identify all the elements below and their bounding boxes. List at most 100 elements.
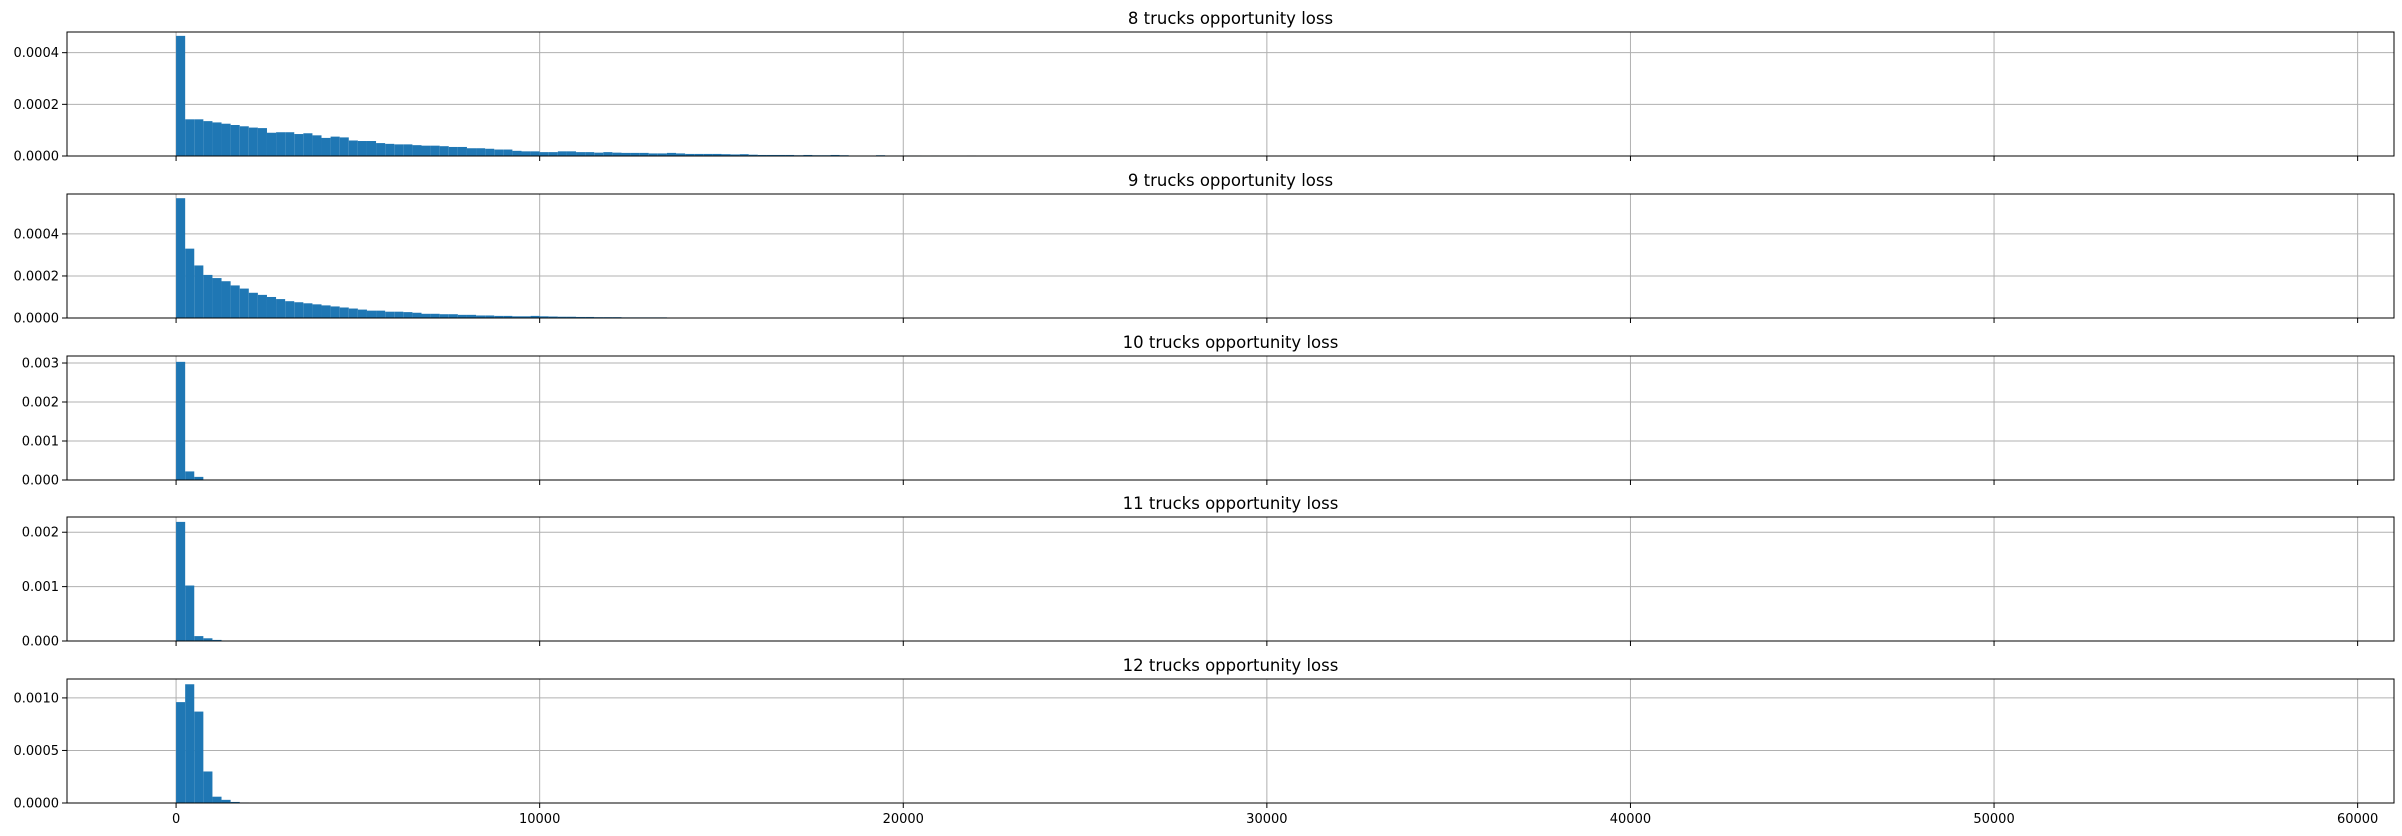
histogram-bar [248,292,258,318]
histogram-bar [357,141,367,156]
histogram-bar [366,310,377,318]
histogram-bar [476,315,486,318]
histogram-bar [412,145,422,156]
histogram-bar [257,294,267,318]
histogram-bar [221,123,231,156]
histogram-bar [566,151,577,156]
histogram-bar [276,299,286,318]
axes-frame [66,678,2395,804]
y-tick-label: 0.002 [22,396,59,411]
histogram-bar [457,314,467,318]
histogram-bar [666,152,677,156]
subplot-2: 0.0000 0.0002 0.0004 9 trucks opportunity l… [14,171,2395,327]
subplot-3: 0.000 0.001 0.002 0.003 10 trucks opportunit… [22,333,2395,489]
histogram-bar [603,152,613,156]
histogram-bar [530,315,540,318]
histogram-bar [657,153,667,156]
histogram-bar [203,771,213,803]
histogram-bar [212,639,222,641]
y-tick-label: 0.003 [22,357,59,372]
y-tick-label: 0.0000 [14,312,60,327]
histogram-bar [339,307,349,318]
histogram-bar [457,146,467,156]
histogram-bar [285,301,295,318]
histogram-bar [221,799,231,803]
histogram-bar [185,471,195,480]
histogram-bar [385,143,395,156]
histogram-bar [521,316,531,318]
histogram-bar [757,154,767,156]
histogram-bar [212,278,222,318]
histogram-bar [566,316,577,318]
y-tick-label: 0.0000 [14,150,60,165]
histogram-bar [385,311,395,318]
histogram-bar [748,154,758,156]
histogram-bar [176,35,186,156]
histogram-bar [585,316,595,318]
histogram-bar [557,316,567,318]
histogram-bar [548,152,558,156]
histogram-bar [203,274,213,318]
x-tick-label: 40000 [1610,812,1651,827]
y-tick-label: 0.0002 [14,98,60,113]
histogram-bar [512,150,522,156]
histogram-bar [348,140,358,156]
y-tick-label: 0.001 [22,435,59,450]
histogram-bar [539,316,549,318]
subplot-title: 12 trucks opportunity loss [1123,656,1339,675]
histogram-bar [330,136,340,156]
histogram-bar [176,521,186,641]
subplot-1: 0.0000 0.0002 0.0004 8 trucks opportunity l… [14,9,2395,165]
histogram-bar [576,316,586,318]
histogram-bar [439,146,449,156]
x-tick-label: 0 [172,812,180,827]
histogram-bar [212,796,222,803]
histogram-bar [176,702,186,803]
axes-frame [66,355,2395,481]
histogram-bar [285,132,295,156]
histogram-bar [303,133,313,156]
y-tick-label: 0.000 [22,474,59,489]
histogram-bar [594,152,604,156]
histogram-bar [776,154,786,156]
histogram-bar [330,306,340,318]
histogram-bar [357,309,367,318]
subplot-title: 8 trucks opportunity loss [1128,9,1333,28]
histogram-bar [194,119,204,156]
histogram-bar [185,585,195,641]
y-tick-label: 0.0010 [14,691,60,706]
y-tick-label: 0.0002 [14,269,60,284]
histogram-bar [212,122,222,156]
histogram-bar [403,312,413,318]
histogram-bar [585,152,595,156]
histogram-bar [685,153,695,156]
axes-frame [66,516,2395,642]
histogram-bar [476,148,486,156]
histogram-bar [766,154,777,156]
histogram-bar [785,154,795,156]
histogram-bar [466,314,477,318]
histogram-bar [248,127,258,156]
subplot-title: 10 trucks opportunity loss [1123,333,1339,352]
histogram-bar [185,119,195,156]
histogram-bar [312,304,322,318]
histogram-bar [739,154,749,156]
histogram-bar [203,638,213,641]
x-tick-label: 20000 [883,812,924,827]
histogram-bar [703,153,713,156]
histogram-bar [266,296,277,318]
histogram-bar [512,316,522,318]
histogram-bar [230,125,240,156]
histogram-bar [548,316,558,318]
histogram-bar [648,153,658,156]
histogram-bar [576,152,586,156]
histogram-bar [194,636,204,641]
subplot-title: 11 trucks opportunity loss [1123,494,1339,513]
histogram-bar [466,148,477,156]
histogram-bar [239,288,249,318]
histogram-bar [412,312,422,318]
axes-frame [66,193,2395,319]
histogram-bar [621,152,631,156]
histogram-bar [403,144,413,156]
histogram-bar [439,314,449,318]
